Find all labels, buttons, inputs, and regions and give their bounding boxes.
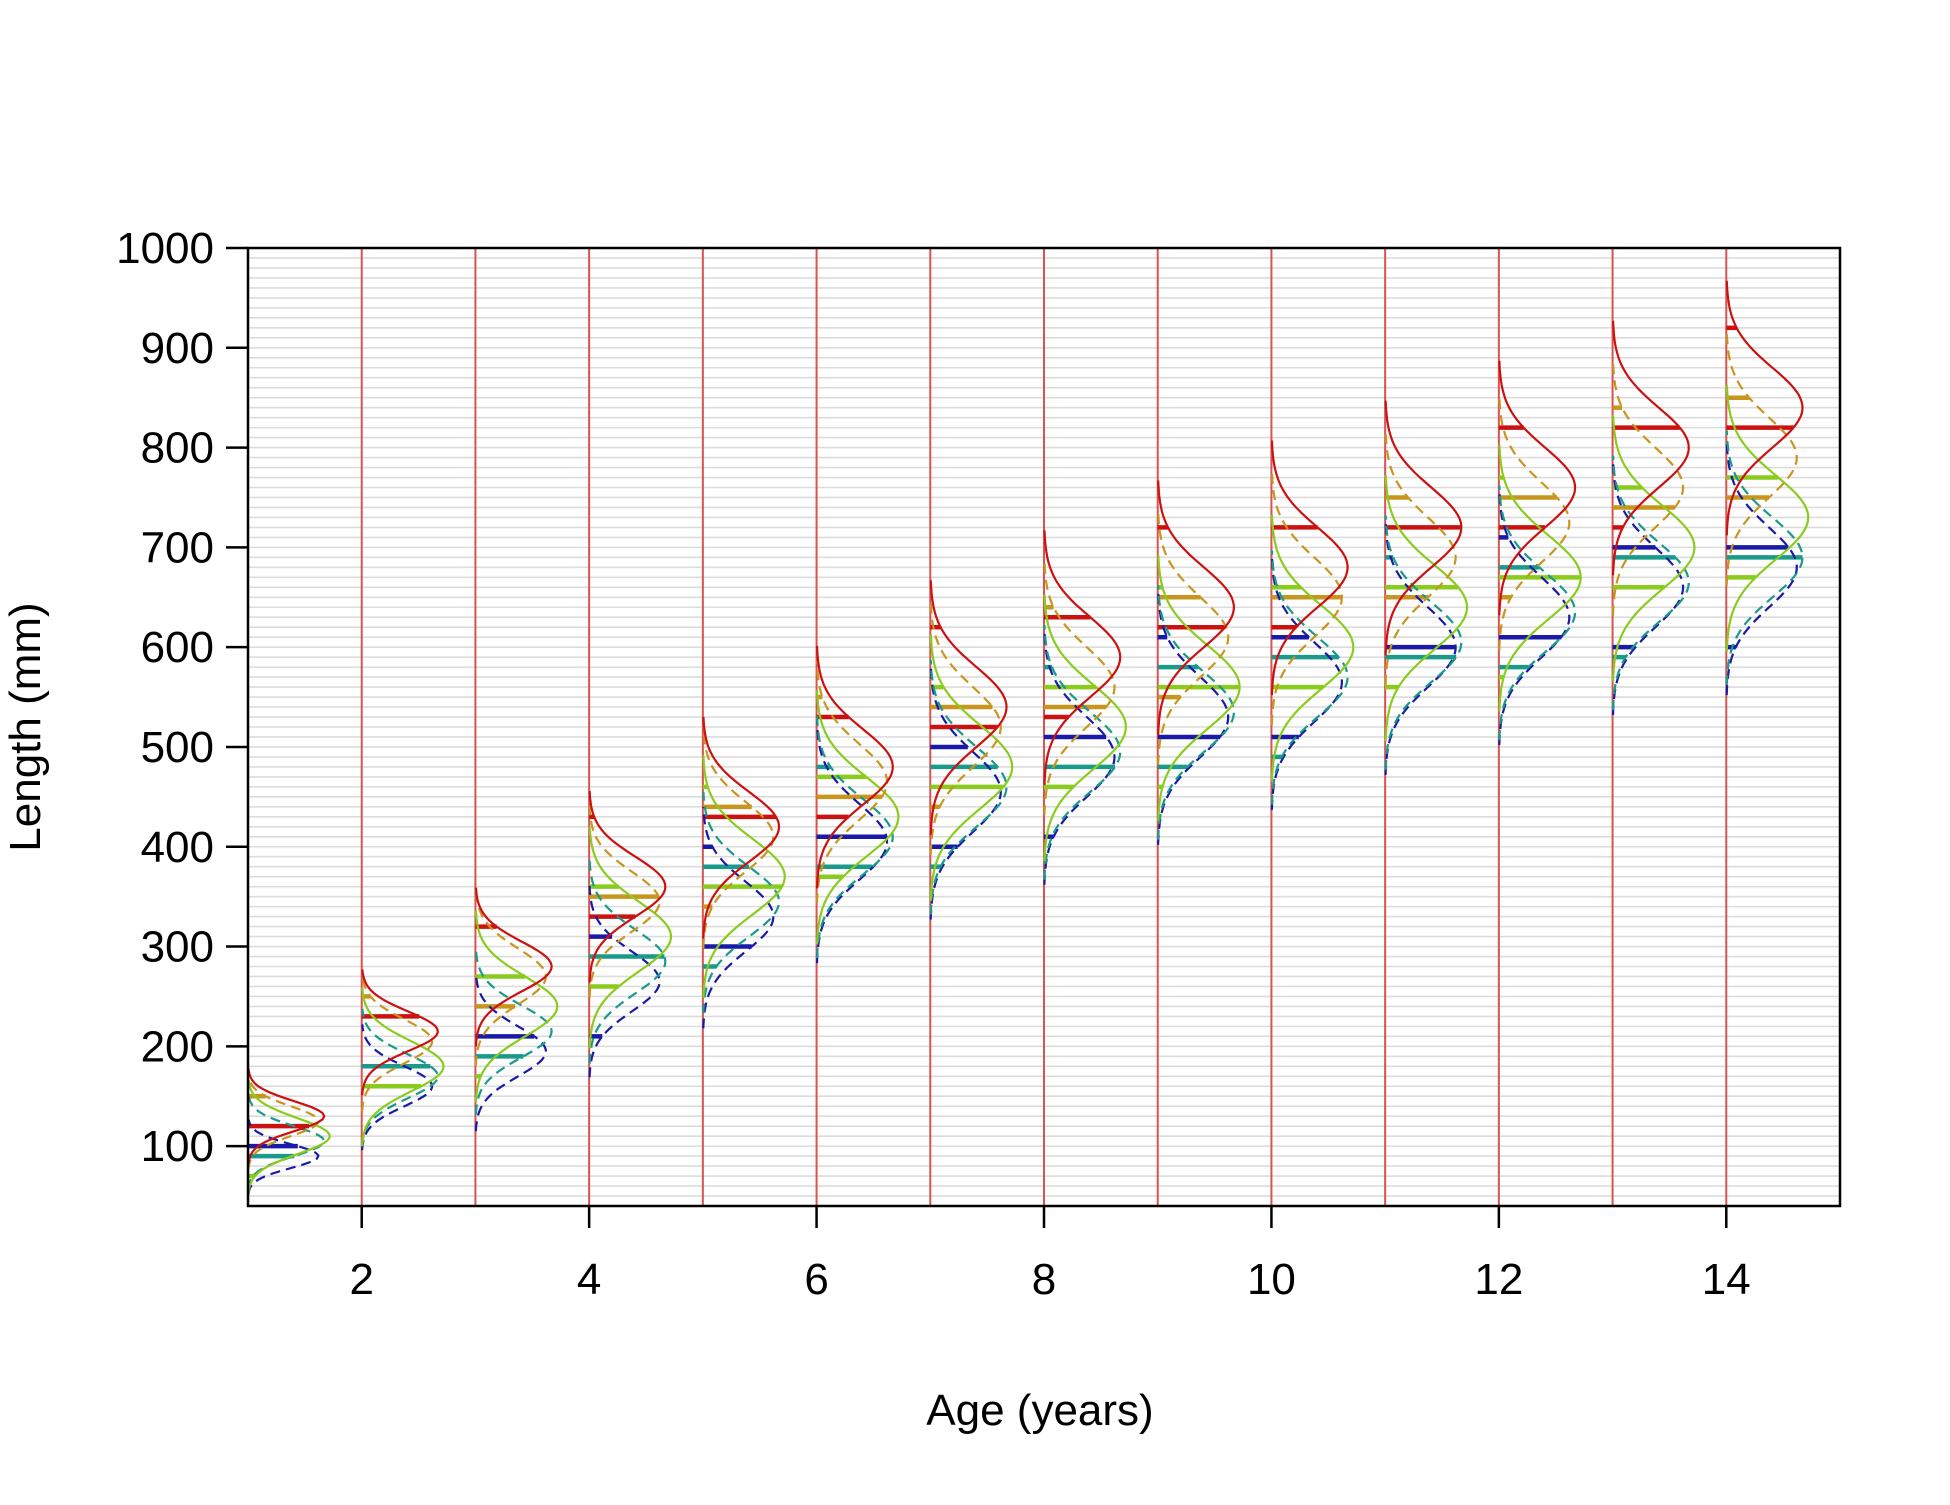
y-tick-label: 1000 bbox=[116, 224, 214, 273]
distribution-curve bbox=[1498, 395, 1571, 651]
distribution-curve bbox=[1611, 455, 1690, 711]
age-reference-lines bbox=[247, 248, 1728, 1206]
distribution-curve bbox=[815, 720, 889, 964]
distribution-curve bbox=[588, 885, 661, 1078]
distribution-curve bbox=[1384, 430, 1457, 686]
length-bars bbox=[248, 325, 1803, 1179]
distribution-curve bbox=[1270, 555, 1344, 810]
y-tick-label: 700 bbox=[141, 523, 214, 572]
distribution-curve bbox=[247, 1093, 326, 1190]
distribution-curve bbox=[702, 755, 786, 999]
distribution-curve bbox=[929, 600, 1002, 855]
x-tick-label: 2 bbox=[349, 1255, 373, 1304]
distribution-curve bbox=[1725, 330, 1798, 586]
distribution-curve bbox=[474, 972, 548, 1132]
series-curves bbox=[247, 280, 1804, 1165]
distribution-curve bbox=[929, 580, 1008, 835]
distribution-curve bbox=[702, 791, 781, 1014]
y-tick-label: 200 bbox=[141, 1022, 214, 1071]
distribution-curve bbox=[929, 665, 1002, 920]
distribution-curve bbox=[1725, 440, 1798, 696]
distribution-curve bbox=[702, 726, 775, 949]
distribution-curve bbox=[1157, 590, 1230, 845]
distribution-curve bbox=[474, 949, 553, 1115]
series-curves bbox=[247, 440, 1798, 1195]
distribution-curve bbox=[247, 1119, 320, 1195]
distribution-curve bbox=[1157, 510, 1230, 765]
distribution-curve bbox=[474, 887, 553, 1047]
distribution-curve bbox=[1043, 625, 1122, 880]
distribution-curve bbox=[247, 1068, 326, 1165]
distribution-curve bbox=[1043, 530, 1122, 785]
y-tick-label: 800 bbox=[141, 424, 214, 473]
distribution-curve bbox=[1384, 520, 1457, 775]
distribution-curves bbox=[247, 280, 1810, 1195]
series-curves bbox=[247, 430, 1804, 1190]
distribution-curve bbox=[1157, 480, 1236, 736]
distribution-curve bbox=[361, 969, 439, 1096]
distribution-curve bbox=[361, 987, 445, 1147]
distribution-curve bbox=[1043, 560, 1116, 815]
distribution-curve bbox=[702, 716, 781, 939]
distribution-curve bbox=[361, 1024, 434, 1151]
distribution-curve bbox=[1270, 514, 1355, 782]
distribution-curve bbox=[815, 645, 894, 889]
distribution-curve bbox=[1270, 550, 1349, 805]
y-tick-label: 900 bbox=[141, 324, 214, 373]
series-bars bbox=[248, 325, 1794, 1129]
y-tick-label: 300 bbox=[141, 923, 214, 972]
distribution-curve bbox=[1725, 385, 1810, 652]
distribution-curve bbox=[815, 715, 894, 959]
distribution-curve bbox=[588, 790, 667, 983]
distribution-curve bbox=[1157, 554, 1241, 822]
x-tick-label: 14 bbox=[1702, 1255, 1751, 1304]
distribution-curve bbox=[588, 826, 673, 1049]
distribution-curve bbox=[247, 1079, 331, 1194]
y-tick-label: 500 bbox=[141, 723, 214, 772]
distribution-curve bbox=[1384, 474, 1469, 742]
distribution-curve bbox=[1498, 490, 1571, 746]
distribution-curve bbox=[1384, 515, 1463, 770]
distribution-curve bbox=[1611, 320, 1690, 576]
distribution-curve bbox=[474, 910, 559, 1103]
distribution-curve bbox=[361, 1008, 439, 1147]
distribution-curve bbox=[1043, 594, 1128, 862]
distribution-curve bbox=[1611, 360, 1685, 616]
distribution-curve bbox=[1043, 630, 1116, 885]
distribution-curve bbox=[1157, 585, 1236, 840]
distribution-curve bbox=[1612, 415, 1696, 682]
distribution-curve bbox=[1725, 280, 1804, 536]
x-tick-label: 12 bbox=[1474, 1255, 1523, 1304]
y-axis-title: Length (mm) bbox=[1, 602, 50, 851]
y-tick-label: 600 bbox=[141, 623, 214, 672]
distribution-curve bbox=[1270, 470, 1344, 726]
distribution-curve bbox=[1611, 460, 1685, 716]
distribution-curve bbox=[361, 973, 434, 1112]
distribution-curve bbox=[1384, 400, 1463, 656]
x-axis-title: Age (years) bbox=[926, 1386, 1153, 1435]
distribution-curve bbox=[929, 660, 1008, 915]
y-tick-label: 400 bbox=[141, 823, 214, 872]
series-bars bbox=[248, 555, 1803, 1159]
distribution-curve bbox=[1498, 444, 1582, 712]
distribution-curve bbox=[929, 634, 1014, 902]
distribution-curve bbox=[588, 805, 661, 998]
distribution-curve bbox=[588, 860, 667, 1064]
x-tick-label: 10 bbox=[1247, 1255, 1296, 1304]
axes: 100 200 300 400 500 600 700 800 900 1000 2 4 6 8 10 12 1… bbox=[116, 224, 1842, 1304]
distribution-curve bbox=[1498, 485, 1577, 741]
distribution-curve bbox=[1270, 440, 1349, 696]
y-tick-label: 100 bbox=[141, 1122, 214, 1171]
distribution-curve bbox=[702, 806, 775, 1029]
distribution-curve bbox=[1725, 430, 1804, 686]
distribution-curve bbox=[1498, 360, 1577, 616]
x-tick-label: 4 bbox=[577, 1255, 601, 1304]
x-tick-label: 6 bbox=[804, 1255, 828, 1304]
series-curves bbox=[247, 330, 1798, 1170]
distribution-curve bbox=[816, 690, 900, 945]
series-curves bbox=[247, 385, 1810, 1194]
x-tick-label: 8 bbox=[1032, 1255, 1056, 1304]
